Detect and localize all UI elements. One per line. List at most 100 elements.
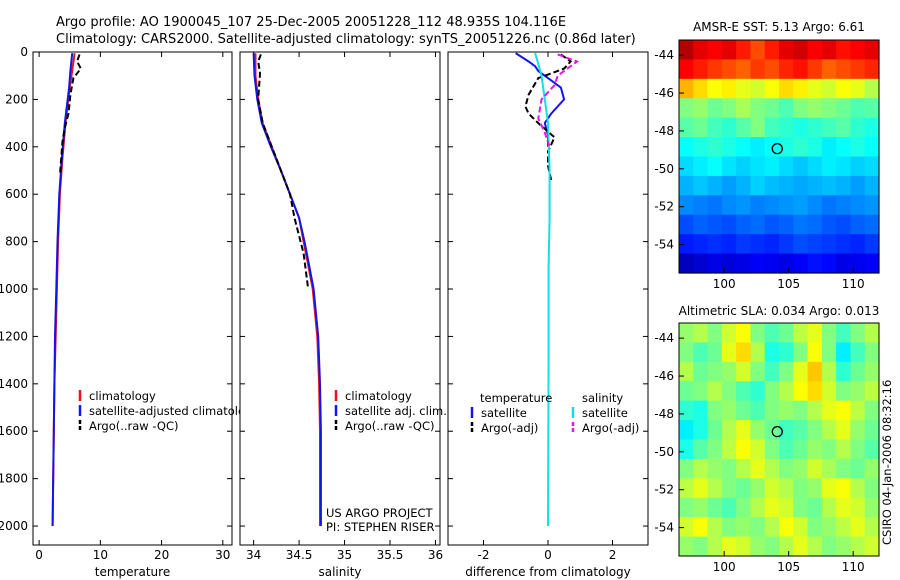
heatmap-cell	[821, 156, 837, 177]
heatmap-cell	[707, 381, 723, 402]
heatmap-cell	[764, 78, 780, 99]
heatmap-cell	[793, 98, 809, 119]
heatmap-cell	[750, 420, 766, 441]
heatmap-cell	[793, 234, 809, 255]
heatmap-cell	[807, 381, 823, 402]
heatmap-cell	[750, 234, 766, 255]
heatmap-cell	[764, 536, 780, 557]
heatmap-cell	[821, 400, 837, 421]
heatmap-cell	[721, 439, 737, 460]
heatmap-cell	[736, 175, 752, 196]
x-tick-label: 36	[428, 548, 443, 562]
heatmap-cell	[750, 381, 766, 402]
heatmap-cell	[721, 40, 737, 61]
heatmap-cell	[821, 439, 837, 460]
heatmap-cell	[721, 361, 737, 382]
x-tick-label: 2	[609, 548, 617, 562]
heatmap-cell	[750, 361, 766, 382]
heatmap-cell	[764, 175, 780, 196]
heatmap-cell	[836, 137, 852, 158]
heatmap-cell	[836, 478, 852, 499]
heatmap-cell	[807, 117, 823, 138]
heatmap-cell	[850, 323, 866, 344]
heatmap-cell	[721, 78, 737, 99]
heatmap-cell	[779, 536, 794, 557]
x-tick-label: 0	[35, 548, 43, 562]
heatmap-cell	[721, 59, 737, 80]
heatmap-cell	[750, 156, 766, 177]
y-tick-label: -46	[654, 86, 674, 100]
heatmap-cell	[793, 137, 809, 158]
heatmap-cell	[679, 342, 694, 363]
x-tick-label: 34	[246, 548, 261, 562]
heatmap-cell	[850, 478, 866, 499]
y-tick-label: 1800	[0, 472, 28, 486]
heatmap-cell	[779, 175, 794, 196]
series-line	[534, 52, 551, 527]
heatmap-cell	[836, 517, 852, 538]
heatmap-cell	[721, 175, 737, 196]
heatmap-cell	[693, 536, 709, 557]
heatmap-cell	[836, 420, 852, 441]
heatmap-cell	[793, 59, 809, 80]
map-frame	[678, 39, 880, 274]
annotation: US ARGO PROJECT	[326, 506, 434, 520]
heatmap-cell	[821, 117, 837, 138]
heatmap-cell	[679, 536, 694, 557]
heatmap-cell	[736, 381, 752, 402]
heatmap-cell	[807, 323, 823, 344]
heatmap-cell	[707, 40, 723, 61]
heatmap-cell	[864, 234, 880, 255]
heatmap-cell	[850, 381, 866, 402]
heatmap-cell	[736, 400, 752, 421]
heatmap-cell	[750, 458, 766, 479]
heatmap-cell	[693, 323, 709, 344]
heatmap-cell	[779, 59, 794, 80]
heatmap-cell	[864, 458, 880, 479]
x-tick-label: 35	[337, 548, 352, 562]
heatmap-cell	[721, 497, 737, 518]
heatmap-cell	[679, 234, 694, 255]
heatmap-cell	[864, 517, 880, 538]
heatmap-cell	[836, 40, 852, 61]
heatmap-cell	[736, 214, 752, 235]
heatmap-cell	[679, 361, 694, 382]
heatmap-cell	[793, 400, 809, 421]
plot-frame	[32, 51, 233, 546]
x-tick-label: 20	[154, 548, 169, 562]
x-tick-label: 30	[215, 548, 230, 562]
heatmap-cell	[821, 381, 837, 402]
x-tick-label: 110	[842, 277, 865, 291]
heatmap-cell	[764, 497, 780, 518]
heatmap-cell	[764, 195, 780, 216]
y-tick-label: 200	[5, 92, 28, 106]
x-tick-label: 110	[842, 560, 865, 574]
heatmap-cell	[679, 381, 694, 402]
heatmap-cell	[821, 342, 837, 363]
heatmap-cell	[721, 517, 737, 538]
heatmap-cell	[836, 98, 852, 119]
heatmap-cell	[864, 381, 880, 402]
heatmap-cell	[793, 323, 809, 344]
heatmap-cell	[736, 497, 752, 518]
y-tick-label: -44	[654, 331, 674, 345]
heatmap-cell	[807, 439, 823, 460]
heatmap-cell	[693, 117, 709, 138]
heatmap-cell	[779, 323, 794, 344]
heatmap-cell	[707, 458, 723, 479]
heatmap-cell	[764, 342, 780, 363]
heatmap-cell	[721, 137, 737, 158]
heatmap-cell	[707, 400, 723, 421]
heatmap-cell	[779, 420, 794, 441]
heatmap-cell	[850, 156, 866, 177]
heatmap-cell	[793, 342, 809, 363]
heatmap-cell	[807, 234, 823, 255]
heatmap-cell	[693, 253, 709, 274]
heatmap-cell	[807, 458, 823, 479]
plot-frame	[239, 51, 441, 546]
heatmap-cell	[736, 78, 752, 99]
heatmap-cell	[821, 98, 837, 119]
heatmap-cell	[707, 517, 723, 538]
heatmap-cell	[679, 98, 694, 119]
map-sst: AMSR-E SST: 5.13 Argo: 6.61 100 105 110 -44 -…	[654, 20, 880, 291]
